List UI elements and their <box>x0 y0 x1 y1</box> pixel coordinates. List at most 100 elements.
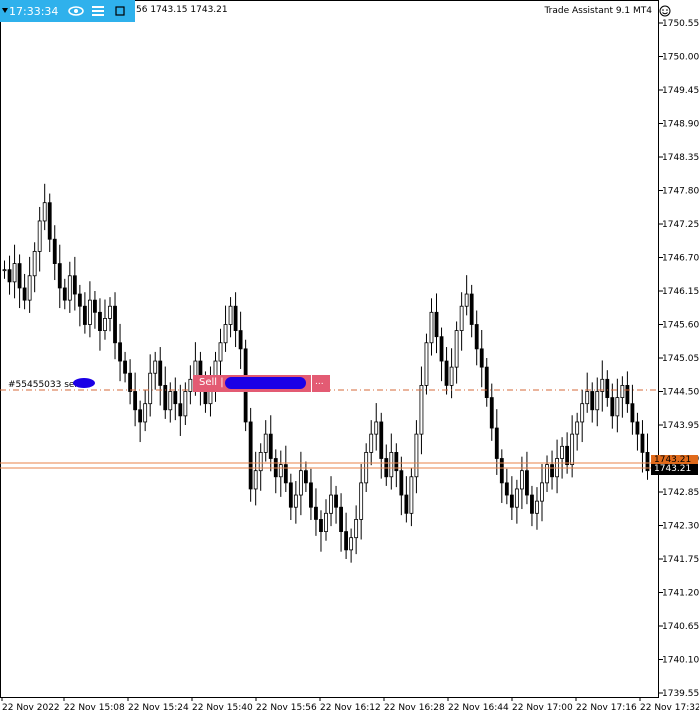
candle-down <box>138 409 143 423</box>
price-tick-label: 1749.45 <box>662 86 699 96</box>
divider <box>311 375 312 392</box>
candle-up <box>32 251 37 277</box>
trade-ticket-label[interactable]: #55455033 sell <box>8 380 80 390</box>
candle-up <box>570 433 575 465</box>
candle-down <box>394 452 399 472</box>
candle-up <box>87 299 92 325</box>
candle-down <box>7 269 12 283</box>
menu-icon[interactable] <box>87 0 109 22</box>
candle-down <box>404 494 409 514</box>
time-tick-label: 22 Nov 15:24 <box>128 703 189 713</box>
price-tick-label: 1740.10 <box>662 656 699 666</box>
candle-down <box>590 391 595 411</box>
bid-price-tag: 1743.21 <box>651 455 698 466</box>
more-options-button[interactable]: ... <box>315 377 324 387</box>
candle-up <box>519 470 524 490</box>
candle-up <box>42 202 47 222</box>
candle-up <box>108 305 112 319</box>
candle-up <box>540 482 544 502</box>
candle-down <box>344 531 349 551</box>
candle-up <box>535 500 539 514</box>
candle-down <box>610 397 615 417</box>
candle-down <box>82 305 87 325</box>
redacted-mark <box>225 377 306 389</box>
candle-down <box>113 305 117 344</box>
candle-down <box>439 336 444 362</box>
triangle-down-icon[interactable] <box>2 8 8 13</box>
price-tick-label: 1743.95 <box>662 421 699 431</box>
candle-up <box>218 342 223 362</box>
candle-up <box>620 385 625 398</box>
candle-up <box>560 445 565 459</box>
candle-down <box>52 238 57 264</box>
candle-down <box>57 263 62 289</box>
candle-up <box>168 391 173 411</box>
minimize-icon[interactable] <box>109 0 131 22</box>
candle-up <box>595 391 600 411</box>
candle-up <box>600 378 605 392</box>
candle-down <box>630 403 635 423</box>
candle-up <box>409 476 414 514</box>
candle-up <box>278 464 283 478</box>
trade-assistant-panel[interactable]: 17:33:34 <box>0 0 135 22</box>
candle-down <box>268 433 273 459</box>
candle-up <box>349 537 354 551</box>
candle-down <box>283 464 288 484</box>
candle-down <box>233 305 238 331</box>
price-tick-label: 1741.75 <box>662 555 699 565</box>
sell-order-box[interactable]: Sell | ... <box>193 375 330 392</box>
candle-up <box>148 372 153 405</box>
candle-down <box>17 263 22 289</box>
price-tick-label: 1745.60 <box>662 321 699 331</box>
time-tick-label: 22 Nov 17:32 <box>640 703 699 713</box>
candle-up <box>143 403 148 423</box>
candle-down <box>178 403 183 417</box>
candle-down <box>484 366 489 398</box>
candle-down <box>339 506 343 532</box>
candle-up <box>585 391 590 405</box>
time-tick-label: 22 Nov 15:40 <box>192 703 253 713</box>
price-tick-label: 1745.05 <box>662 354 699 364</box>
price-tick-label: 1742.85 <box>662 488 699 498</box>
price-tick-label: 1746.70 <box>662 254 699 264</box>
price-tick-label: 1750.55 <box>662 19 699 29</box>
time-tick-label: 22 Nov 15:08 <box>64 703 125 713</box>
redacted-mark <box>73 378 95 388</box>
candle-down <box>474 324 479 350</box>
candle-down <box>128 372 133 392</box>
candle-down <box>314 506 318 520</box>
eye-icon[interactable] <box>65 0 87 22</box>
candle-down <box>444 360 449 386</box>
candle-up <box>354 519 359 539</box>
candle-up <box>389 452 394 478</box>
time-tick-label: 22 Nov 16:12 <box>320 703 381 713</box>
candle-up <box>27 275 32 301</box>
candle-down <box>399 470 404 496</box>
candle-down <box>72 275 77 295</box>
price-axis: 1750.55 1750.00 1749.45 1748.90 1748.35 1747.… <box>659 19 699 699</box>
candle-up <box>545 464 549 484</box>
candle-up <box>153 360 158 374</box>
candle-up <box>575 421 580 435</box>
candle-down <box>238 330 243 350</box>
candle-down <box>379 421 384 459</box>
candle-up <box>454 330 459 368</box>
candle-down <box>22 287 27 301</box>
candle-down <box>494 427 499 459</box>
candle-up <box>263 433 268 453</box>
candle-up <box>183 391 188 417</box>
candle-down <box>625 385 630 405</box>
price-tick-label: 1742.30 <box>662 522 699 532</box>
candle-down <box>163 385 168 411</box>
price-tick-label: 1747.25 <box>662 220 699 230</box>
candle-up <box>37 220 42 252</box>
candle-down <box>550 464 554 478</box>
candle-down <box>565 445 570 465</box>
candle-down <box>123 360 127 374</box>
price-tick-label: 1750.00 <box>662 53 699 63</box>
price-tick-label: 1744.50 <box>662 388 699 398</box>
candle-down <box>469 293 474 325</box>
candle-down <box>605 378 610 398</box>
